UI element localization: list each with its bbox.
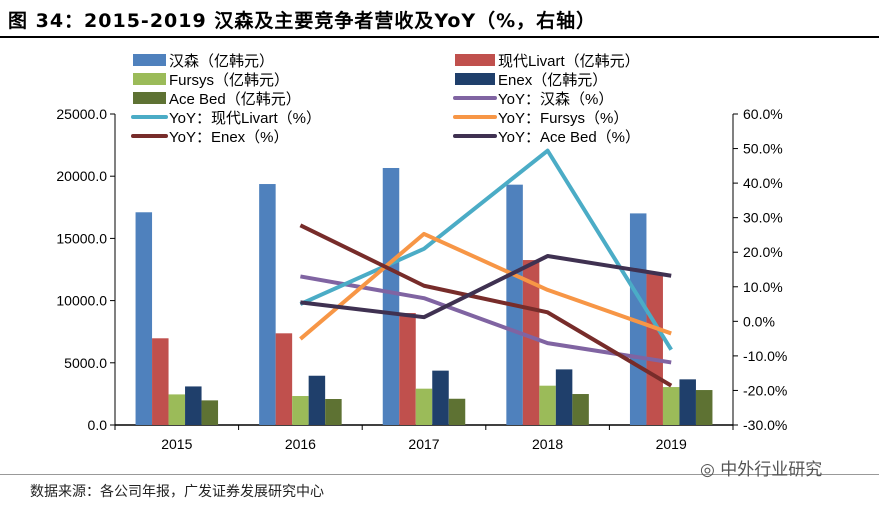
bar-2-2015 — [168, 394, 186, 425]
bar-1-2015 — [152, 338, 169, 425]
bar-1-2016 — [275, 333, 293, 425]
legend-label: YoY：Enex（%） — [169, 129, 289, 146]
right-axis-tick-label: -30.0% — [743, 417, 787, 433]
x-axis-tick-label: 2016 — [285, 436, 316, 452]
bar-1-2019 — [646, 273, 663, 425]
bar-2-2019 — [662, 387, 680, 425]
left-axis-tick-label: 10000.0 — [56, 293, 107, 309]
bar-4-2019 — [695, 390, 713, 425]
wechat-icon: ◎ — [700, 460, 721, 480]
line-series-2 — [299, 231, 672, 341]
source-divider — [0, 474, 879, 475]
left-axis-tick-label: 20000.0 — [56, 168, 107, 184]
right-axis-tick-label: 0.0% — [743, 313, 775, 329]
bar-1-2017 — [399, 313, 416, 425]
right-axis-tick-label: 20.0% — [743, 244, 783, 260]
bar-4-2016 — [325, 399, 342, 425]
legend-label: Fursys（亿韩元） — [169, 72, 289, 89]
bar-0-2015 — [135, 212, 153, 425]
legend-label: YoY：现代Livart（%） — [169, 110, 321, 127]
line-series-4 — [300, 254, 672, 320]
x-axis-tick-label: 2019 — [656, 436, 687, 452]
source-note: 数据来源：各公司年报，广发证券发展研究中心 — [30, 484, 324, 500]
bar-1-2018 — [522, 260, 540, 425]
line-series-3 — [299, 223, 673, 388]
bar-0-2019 — [629, 213, 647, 425]
figure-title: 图 34：2015-2019 汉森及主要竞争者营收及YoY（%，右轴） — [8, 10, 597, 32]
left-axis-tick-label: 0.0 — [88, 417, 108, 433]
bar-3-2019 — [679, 379, 696, 425]
right-axis-tick-label: 10.0% — [743, 279, 783, 295]
line-series-1 — [299, 148, 673, 351]
legend-swatch — [133, 92, 166, 104]
legend-swatch — [133, 73, 166, 85]
legend-label: 现代Livart（亿韩元） — [498, 53, 640, 70]
left-axis-tick-label: 15000.0 — [56, 230, 107, 246]
legend-swatch — [133, 54, 166, 66]
right-axis-tick-label: -10.0% — [743, 348, 787, 364]
right-axis-tick-label: 30.0% — [743, 210, 783, 226]
title-divider — [0, 36, 879, 38]
watermark-text: 中外行业研究 — [720, 460, 823, 480]
bar-3-2016 — [308, 375, 326, 425]
bar-4-2015 — [201, 400, 219, 425]
right-axis-tick-label: -20.0% — [743, 382, 787, 398]
legend-label: YoY：Fursys（%） — [498, 110, 628, 127]
x-axis-tick-label: 2018 — [532, 436, 563, 452]
x-axis-tick-label: 2017 — [408, 436, 439, 452]
watermark: ◎ 中外行业研究 — [700, 455, 822, 480]
left-axis-tick-label: 25000.0 — [56, 106, 107, 122]
legend-label: Ace Bed（亿韩元） — [169, 91, 301, 108]
bar-0-2017 — [382, 167, 400, 425]
bar-3-2018 — [555, 369, 573, 425]
left-axis-tick-label: 5000.0 — [64, 355, 107, 371]
right-axis-tick-label: 40.0% — [743, 175, 783, 191]
bar-4-2018 — [572, 394, 589, 425]
bar-2-2018 — [539, 385, 556, 425]
bar-3-2015 — [185, 386, 202, 425]
bar-2-2016 — [292, 396, 309, 425]
bar-2-2017 — [415, 388, 433, 425]
bar-0-2016 — [259, 184, 276, 425]
bar-4-2017 — [448, 398, 466, 425]
right-axis-tick-label: 60.0% — [743, 106, 783, 122]
right-axis-tick-label: 50.0% — [743, 141, 783, 157]
bar-3-2017 — [432, 370, 449, 425]
legend-label: Enex（亿韩元） — [498, 72, 607, 89]
legend-swatch — [455, 54, 495, 66]
x-axis-tick-label: 2015 — [161, 436, 192, 452]
legend-label: YoY：Ace Bed（%） — [498, 129, 640, 146]
legend-label: 汉森（亿韩元） — [169, 53, 274, 70]
legend-label: YoY：汉森（%） — [498, 91, 613, 108]
legend-swatch — [455, 73, 495, 85]
